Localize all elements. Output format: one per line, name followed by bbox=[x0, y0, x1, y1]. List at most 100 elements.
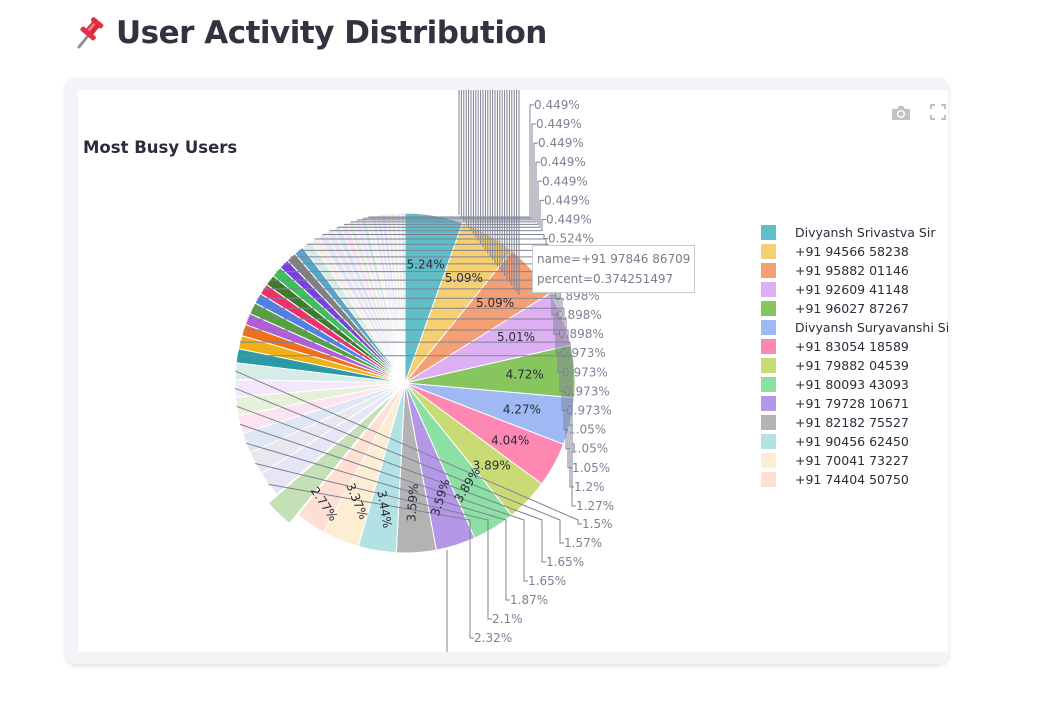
slice-value-label: 4.04% bbox=[491, 433, 529, 447]
slice-outside-label: 1.57% bbox=[564, 536, 602, 550]
legend-item[interactable]: Divyansh Suryavanshi Sir bbox=[761, 318, 948, 337]
camera-icon[interactable] bbox=[890, 104, 912, 126]
legend-item[interactable]: +91 92609 41148 bbox=[761, 280, 948, 299]
leader-line bbox=[329, 219, 546, 232]
legend-swatch bbox=[761, 415, 776, 430]
legend-item[interactable]: +91 74404 50750 bbox=[761, 470, 948, 489]
slice-value-label: 5.24% bbox=[407, 257, 445, 271]
leader-line bbox=[240, 341, 574, 488]
slice-outside-label: 1.5% bbox=[582, 517, 613, 531]
slice-value-label: 5.01% bbox=[497, 330, 535, 344]
legend-label: Divyansh Suryavanshi Sir bbox=[795, 320, 948, 335]
fullscreen-icon[interactable] bbox=[930, 104, 946, 124]
slice-outside-label: 0.449% bbox=[538, 136, 584, 150]
slice-outside-label: 0.449% bbox=[534, 98, 580, 112]
legend-item[interactable]: Divyansh Srivastva Sir bbox=[761, 223, 948, 242]
legend-swatch bbox=[761, 282, 776, 297]
slice-outside-label: 0.449% bbox=[536, 117, 582, 131]
leader-line bbox=[239, 423, 528, 582]
slice-outside-label: 0.973% bbox=[562, 365, 608, 379]
legend-swatch bbox=[761, 339, 776, 354]
legend-item[interactable]: +91 79882 04539 bbox=[761, 356, 948, 375]
leader-line bbox=[257, 297, 566, 411]
slice-outside-label: 0.898% bbox=[556, 308, 602, 322]
slice-outside-label: 0.449% bbox=[542, 174, 588, 188]
legend-label: +91 90456 62450 bbox=[795, 434, 909, 449]
slice-outside-label: 0.449% bbox=[546, 213, 592, 227]
slice-outside-label: 2.1% bbox=[492, 612, 523, 626]
leader-line bbox=[343, 180, 542, 225]
slice-outside-label: 1.27% bbox=[576, 499, 614, 513]
legend-item[interactable]: +91 90456 62450 bbox=[761, 432, 948, 451]
plot-area[interactable]: Most Busy Users 5.24% 5.09% 5.09% 5.01% 4.72… bbox=[78, 90, 948, 652]
slice-value-label: 4.27% bbox=[503, 403, 541, 417]
slice-outside-label: 0.524% bbox=[548, 232, 594, 246]
chart-title: Most Busy Users bbox=[83, 138, 237, 157]
legend-item[interactable]: +91 70041 73227 bbox=[761, 451, 948, 470]
legend-label: +91 79882 04539 bbox=[795, 358, 909, 373]
slice-outside-label: 2.32% bbox=[474, 631, 512, 645]
slice-value-label: 5.09% bbox=[445, 271, 483, 285]
leader-line bbox=[363, 123, 536, 219]
slice-outside-label: 1.05% bbox=[570, 442, 608, 456]
legend-label: +91 82182 75527 bbox=[795, 415, 909, 430]
tooltip-name: name=+91 97846 86709 bbox=[537, 252, 691, 266]
page-header: User Activity Distribution bbox=[72, 14, 547, 52]
legend-item[interactable]: +91 94566 58238 bbox=[761, 242, 948, 261]
slice-outside-label: 1.65% bbox=[528, 574, 566, 588]
fullscreen-button[interactable] bbox=[930, 104, 946, 124]
chart-legend: Divyansh Srivastva Sir +91 94566 58238 +91… bbox=[761, 223, 948, 489]
slice-outside-label: 1.2% bbox=[574, 480, 605, 494]
legend-item[interactable]: +91 83054 18589 bbox=[761, 337, 948, 356]
slice-value-label: 3.59% bbox=[404, 483, 421, 522]
legend-swatch bbox=[761, 434, 776, 449]
legend-swatch bbox=[761, 377, 776, 392]
camera-button[interactable] bbox=[890, 104, 912, 126]
leader-line bbox=[357, 142, 538, 221]
legend-item[interactable]: +91 80093 43093 bbox=[761, 375, 948, 394]
legend-label: +91 80093 43093 bbox=[795, 377, 909, 392]
leader-line bbox=[234, 387, 564, 544]
leader-line bbox=[255, 463, 492, 620]
hover-tooltip: name=+91 97846 86709 percent=0.374251497 bbox=[532, 245, 696, 293]
legend-label: +91 92609 41148 bbox=[795, 282, 909, 297]
legend-item[interactable]: +91 79728 10671 bbox=[761, 394, 948, 413]
legend-swatch bbox=[761, 244, 776, 259]
slice-value-label: 4.72% bbox=[506, 367, 544, 381]
legend-item[interactable]: +91 95882 01146 bbox=[761, 261, 948, 280]
leader-line bbox=[243, 329, 572, 469]
legend-swatch bbox=[761, 301, 776, 316]
leader-line bbox=[268, 483, 474, 639]
leader-line bbox=[263, 288, 564, 392]
pie-chart[interactable]: Most Busy Users 5.24%5.09%5.09%5.01%4.72… bbox=[78, 90, 948, 652]
legend-label: +91 96027 87267 bbox=[795, 301, 909, 316]
legend-item[interactable]: +91 96027 87267 bbox=[761, 299, 948, 318]
tooltip-percent: percent=0.374251497 bbox=[537, 272, 674, 286]
slice-outside-label: 1.05% bbox=[572, 461, 610, 475]
slice-outside-label: 1.87% bbox=[510, 593, 548, 607]
slice-outside-label: 0.449% bbox=[540, 155, 586, 169]
leader-line bbox=[237, 355, 576, 507]
legend-label: +91 79728 10671 bbox=[795, 396, 909, 411]
leader-line bbox=[252, 307, 568, 431]
leader-line bbox=[276, 271, 560, 354]
pushpin-icon bbox=[72, 14, 106, 52]
leader-line bbox=[269, 279, 562, 373]
legend-label: +91 83054 18589 bbox=[795, 339, 909, 354]
slice-outside-label: 1.65% bbox=[546, 555, 584, 569]
legend-item[interactable]: +91 82182 75527 bbox=[761, 413, 948, 432]
leader-line bbox=[368, 104, 534, 218]
slice-outside-label: 0.973% bbox=[564, 384, 610, 398]
slice-outside-label: 0.898% bbox=[558, 327, 604, 341]
legend-label: +91 70041 73227 bbox=[795, 453, 909, 468]
leader-line bbox=[336, 199, 544, 228]
slice-outside-label: 0.449% bbox=[544, 193, 590, 207]
pie-slice[interactable] bbox=[297, 382, 406, 533]
slice-value-label: 3.89% bbox=[473, 459, 511, 473]
leader-line bbox=[235, 370, 582, 525]
legend-swatch bbox=[761, 358, 776, 373]
legend-label: Divyansh Srivastva Sir bbox=[795, 225, 936, 240]
legend-label: +91 95882 01146 bbox=[795, 263, 909, 278]
leader-line bbox=[322, 234, 548, 240]
legend-label: +91 74404 50750 bbox=[795, 472, 909, 487]
